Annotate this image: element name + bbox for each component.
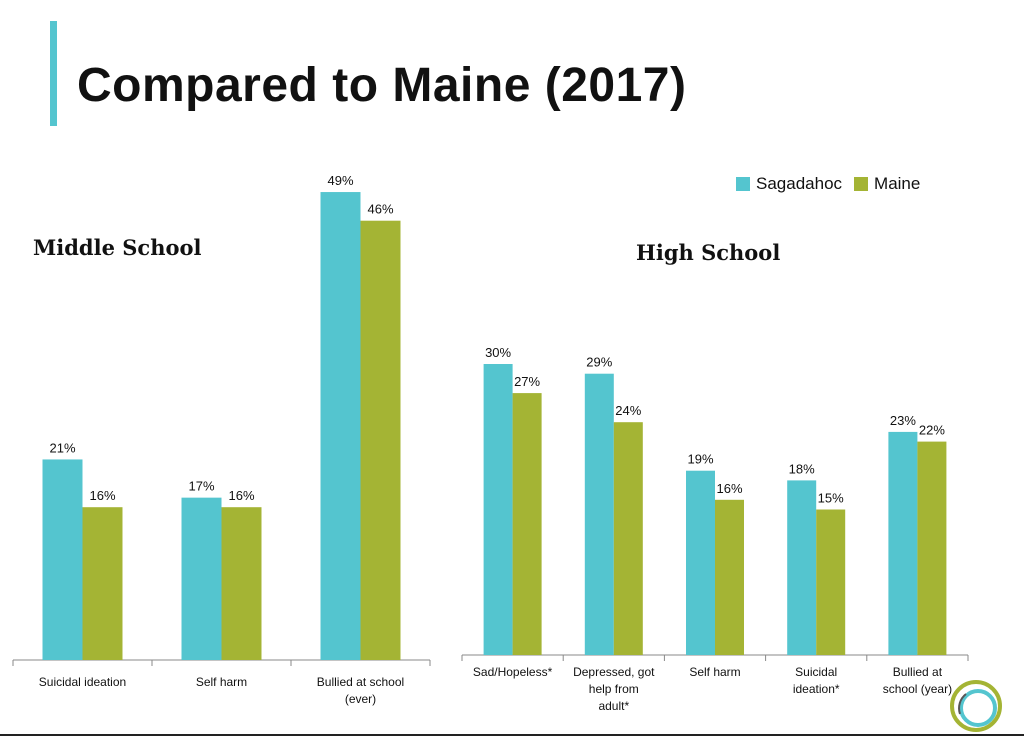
- hs-data-label-sagadahoc-0: 30%: [485, 345, 511, 360]
- hs-data-label-sagadahoc-3: 18%: [789, 461, 815, 476]
- ms-data-label-sagadahoc-0: 21%: [49, 440, 75, 455]
- ms-category-label-0: Suicidal ideation: [39, 675, 126, 689]
- legend-swatch-maine: [854, 177, 869, 191]
- ms-data-label-maine-1: 16%: [228, 488, 254, 503]
- ms-bar-sagadahoc-0: [42, 459, 83, 660]
- hs-bar-sagadahoc-3: [787, 480, 817, 655]
- hs-bar-maine-2: [715, 499, 744, 655]
- ms-bar-sagadahoc-2: [320, 192, 361, 661]
- hs-bar-sagadahoc-2: [686, 470, 715, 655]
- ms-data-label-sagadahoc-1: 17%: [188, 479, 214, 494]
- legend-label-maine: Maine: [874, 174, 921, 193]
- legend-swatch-sagadahoc: [736, 177, 750, 191]
- legend-item-sagadahoc: Sagadahoc: [736, 174, 842, 194]
- hs-data-label-maine-2: 16%: [716, 481, 742, 496]
- hs-category-label-4: Bullied at school (year): [883, 665, 952, 696]
- hs-bar-maine-0: [512, 393, 542, 655]
- legend-item-maine: Maine: [854, 174, 920, 194]
- ms-data-label-sagadahoc-2: 49%: [327, 173, 353, 188]
- hs-data-label-sagadahoc-2: 19%: [687, 452, 713, 467]
- hs-bar-maine-1: [613, 422, 643, 655]
- page-title: Compared to Maine (2017): [77, 59, 687, 112]
- hs-data-label-sagadahoc-1: 29%: [586, 355, 612, 370]
- hs-category-label-0: Sad/Hopeless*: [473, 665, 553, 679]
- hs-bar-sagadahoc-4: [888, 431, 918, 655]
- ms-bar-maine-1: [221, 507, 262, 660]
- ms-data-label-maine-0: 16%: [89, 488, 115, 503]
- high-school-title: High School: [636, 240, 781, 265]
- hs-category-label-2: Self harm: [689, 665, 740, 679]
- hs-bar-maine-3: [816, 509, 846, 655]
- chart-legend: Sagadahoc Maine: [736, 174, 932, 194]
- hs-data-label-maine-3: 15%: [818, 491, 844, 506]
- hs-data-label-maine-1: 24%: [615, 403, 641, 418]
- hs-bar-maine-4: [917, 441, 947, 655]
- hs-data-label-sagadahoc-4: 23%: [890, 413, 916, 428]
- hs-category-label-1: Depressed, got help from adult*: [573, 665, 655, 713]
- hs-bar-sagadahoc-1: [584, 373, 614, 655]
- ms-bar-maine-0: [82, 507, 123, 660]
- ms-category-label-1: Self harm: [196, 675, 247, 689]
- title-accent-bar: [50, 21, 57, 126]
- ms-bar-maine-2: [360, 220, 401, 660]
- hs-category-label-3: Suicidal ideation*: [793, 665, 840, 696]
- hs-data-label-maine-4: 22%: [919, 423, 945, 438]
- hs-bar-sagadahoc-0: [483, 364, 513, 655]
- middle-school-title: Middle School: [33, 235, 202, 260]
- ms-data-label-maine-2: 46%: [367, 202, 393, 217]
- hs-data-label-maine-0: 27%: [514, 374, 540, 389]
- bottom-divider: [0, 734, 1024, 736]
- ms-bar-sagadahoc-1: [181, 497, 222, 660]
- ms-category-label-2: Bullied at school (ever): [317, 675, 404, 706]
- legend-label-sagadahoc: Sagadahoc: [756, 174, 843, 193]
- logo-ring-icon: [950, 680, 1002, 732]
